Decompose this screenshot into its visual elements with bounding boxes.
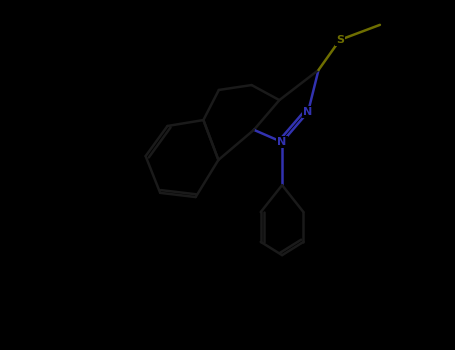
Text: N: N (278, 137, 287, 147)
Text: S: S (336, 35, 344, 45)
Text: N: N (303, 107, 313, 117)
